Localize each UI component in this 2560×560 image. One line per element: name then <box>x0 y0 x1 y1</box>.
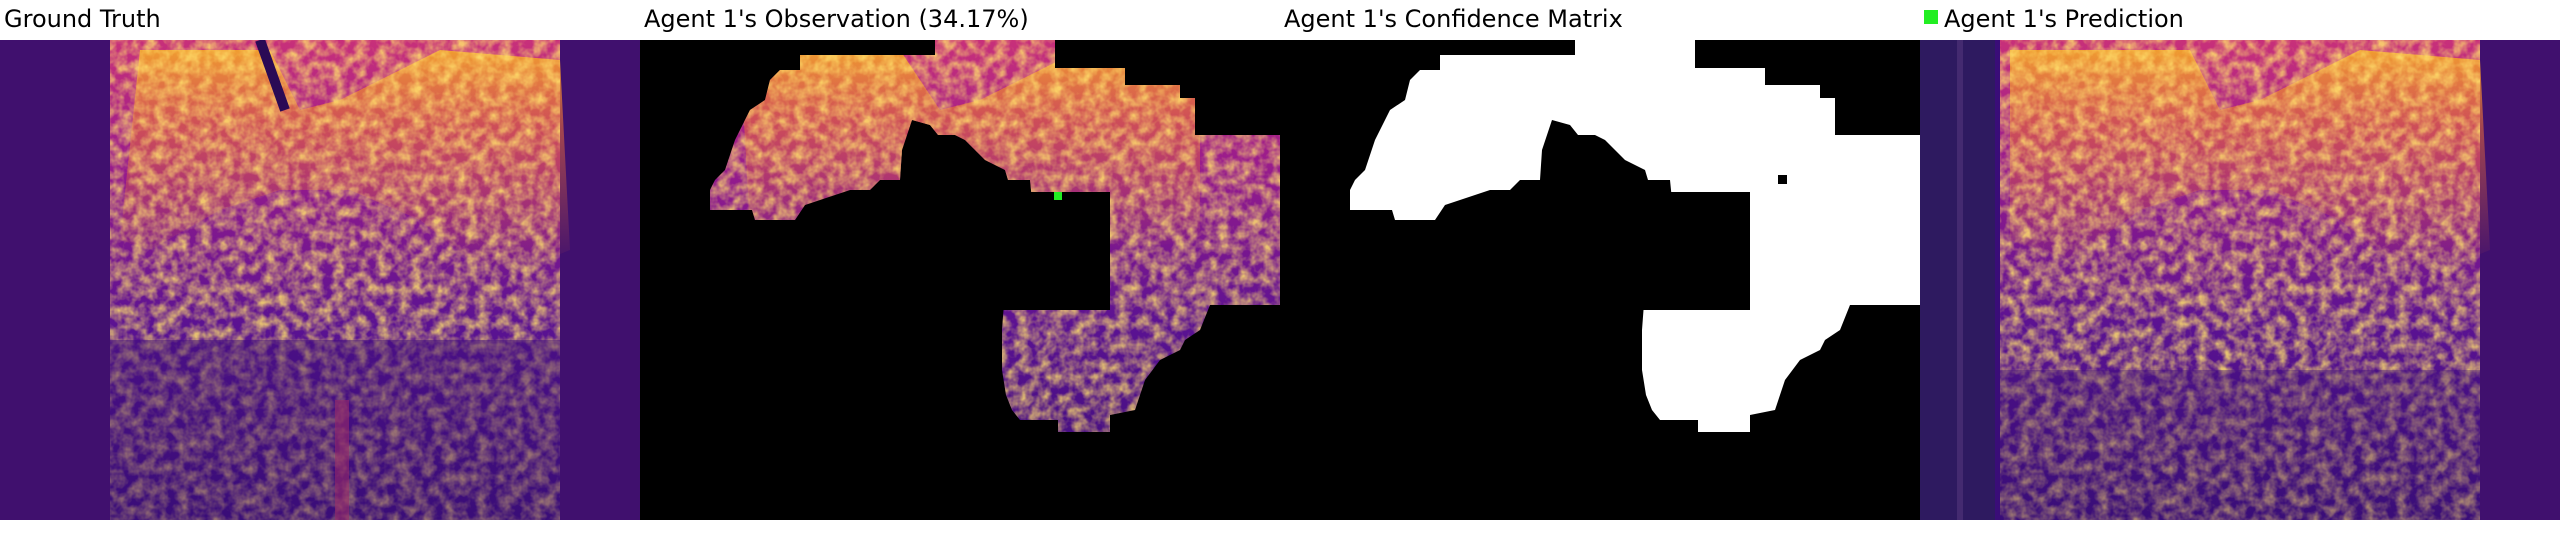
observation-image <box>640 40 1280 520</box>
panel-title-observation: Agent 1's Observation (34.17%) <box>644 5 1029 33</box>
prediction-title-text: Agent 1's Prediction <box>1944 5 2184 33</box>
panel-title-ground-truth: Ground Truth <box>4 5 161 33</box>
agent-marker <box>1054 192 1062 200</box>
ground-truth-image <box>0 40 640 520</box>
panel-title-prediction: Agent 1's Prediction <box>1924 2 2184 36</box>
agent-marker-legend-icon <box>1924 10 1938 24</box>
prediction-image <box>1920 40 2560 520</box>
panel-title-confidence: Agent 1's Confidence Matrix <box>1284 5 1623 33</box>
confidence-matrix-image <box>1280 40 1920 520</box>
